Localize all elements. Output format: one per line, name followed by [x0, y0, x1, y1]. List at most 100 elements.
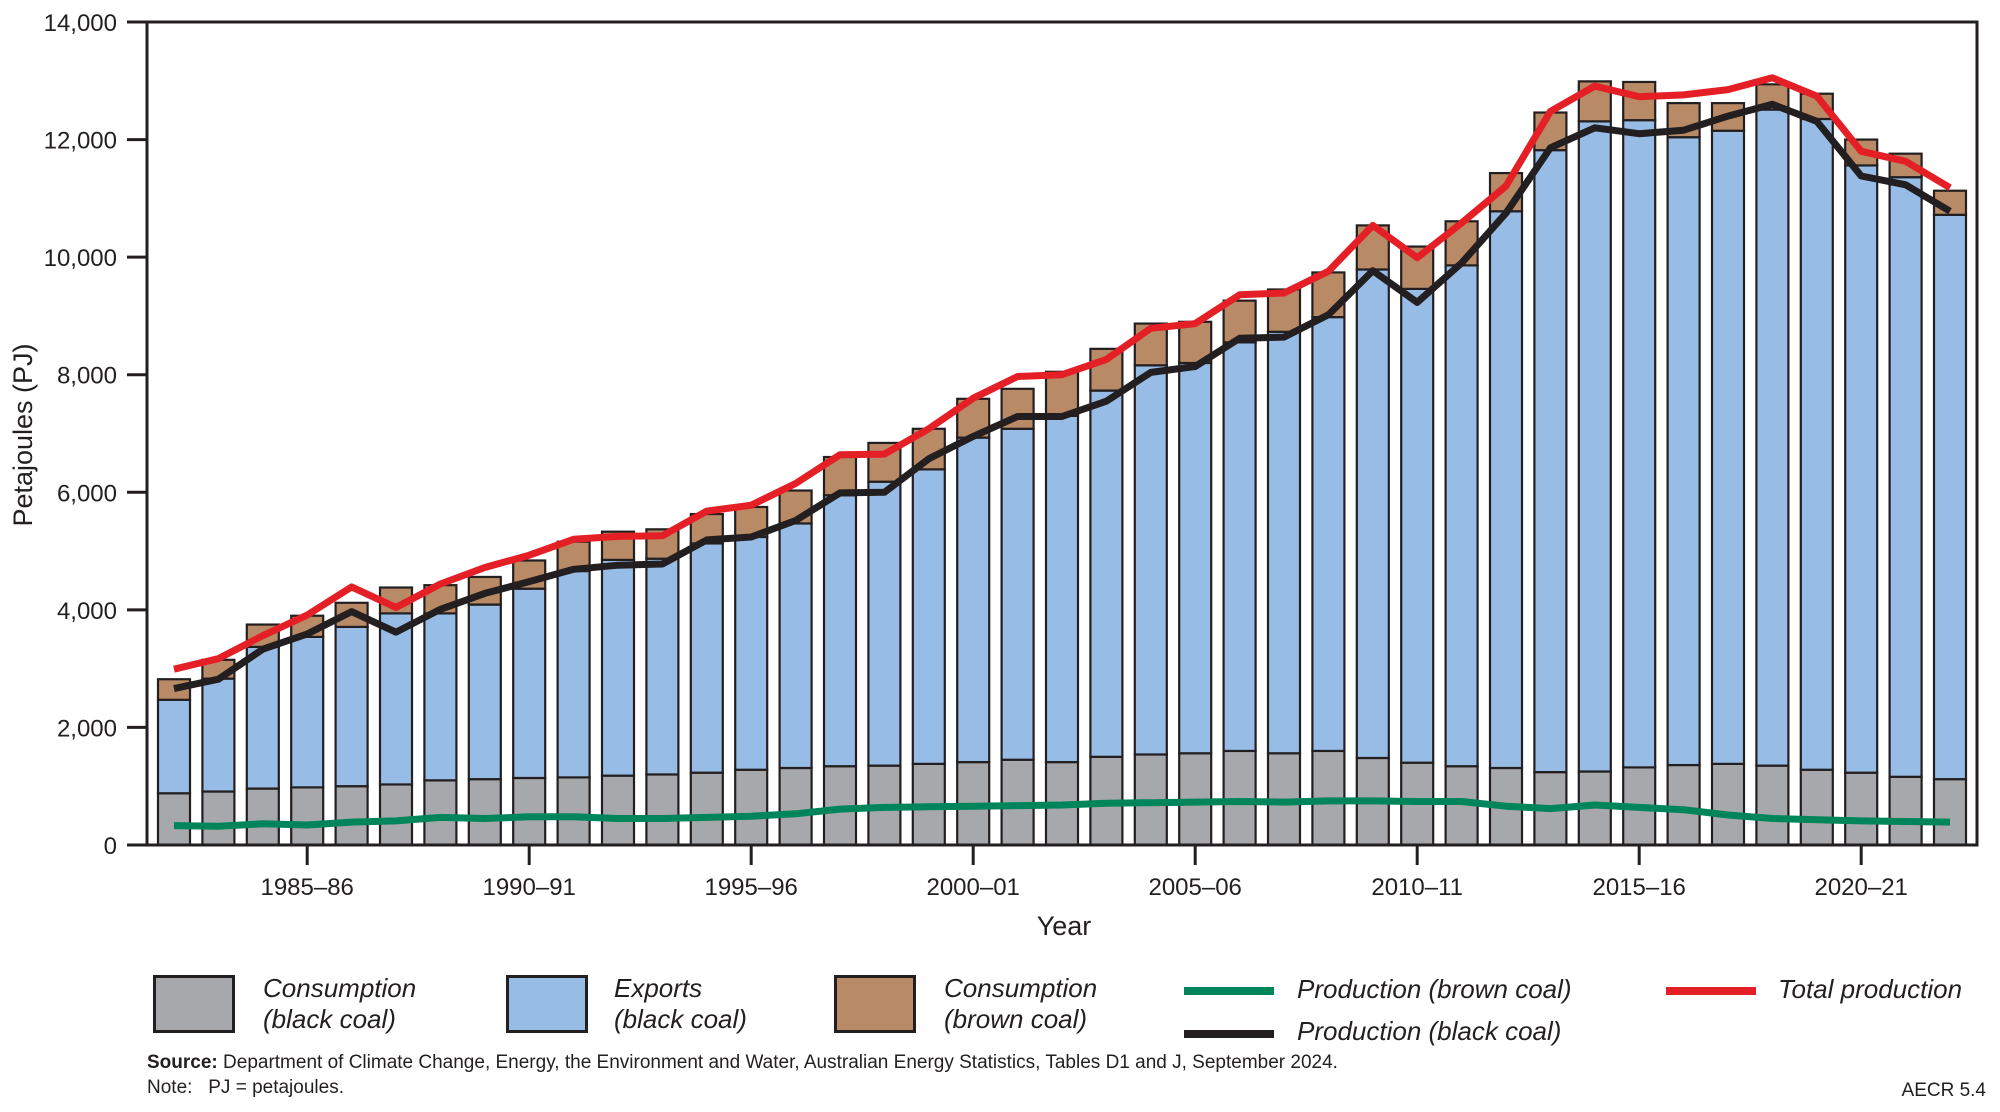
bar-consumption-black-coal	[1710, 762, 1746, 847]
bar-consumption-brown-coal	[1000, 387, 1035, 430]
bar-exports-black-coal	[556, 569, 591, 779]
figure-id: AECR 5.4	[1901, 1080, 1986, 1101]
bar-consumption-black-coal	[1888, 775, 1923, 847]
x-tick-label: 1995–96	[704, 874, 797, 901]
line-production-black-coal	[173, 100, 1952, 693]
y-axis-title: Petajoules (PJ)	[8, 343, 38, 526]
bar-consumption-black-coal	[1666, 763, 1701, 847]
legend-label: Exports (black coal)	[614, 973, 747, 1035]
bar-exports-black-coal	[778, 522, 813, 770]
bar-exports-black-coal	[1844, 164, 1879, 774]
legend-swatch-blue	[506, 975, 588, 1033]
legend-label: Total production	[1778, 974, 1963, 1004]
bar-consumption-black-coal	[778, 766, 813, 847]
legend-swatch-brown	[834, 975, 916, 1033]
bar-exports-black-coal	[1044, 414, 1080, 764]
legend-label-line1: Consumption	[944, 973, 1098, 1003]
bar-consumption-black-coal	[600, 774, 636, 847]
bar-consumption-black-coal	[1799, 768, 1834, 847]
bar-exports-black-coal	[1577, 120, 1612, 773]
bar-exports-black-coal	[1444, 264, 1479, 768]
bar-consumption-black-coal	[467, 778, 502, 847]
source-text: Department of Climate Change, Energy, th…	[217, 1052, 1338, 1073]
bar-exports-black-coal	[1222, 341, 1257, 753]
y-tick-label: 4,000	[57, 598, 117, 625]
bar-exports-black-coal	[956, 436, 991, 764]
plot-frame	[145, 20, 1979, 847]
legend-swatch-gray	[153, 975, 235, 1033]
bar-consumption-black-coal	[290, 786, 325, 847]
bar-consumption-black-coal	[423, 779, 458, 847]
bar-consumption-black-coal	[378, 783, 414, 847]
line-production-brown-coal	[173, 797, 1951, 830]
bar-exports-black-coal	[467, 603, 502, 781]
bar-consumption-brown-coal	[1622, 80, 1657, 122]
bar-exports-black-coal	[1178, 361, 1213, 755]
bar-consumption-black-coal	[734, 768, 769, 847]
source-note: Source: Department of Climate Change, En…	[147, 1052, 1338, 1074]
bar-exports-black-coal	[645, 557, 680, 776]
bar-exports-black-coal	[1666, 136, 1701, 767]
lines-layer	[173, 74, 1952, 830]
bar-consumption-black-coal	[334, 785, 369, 847]
line-total-production	[173, 74, 1952, 673]
x-tick-label: 2005–06	[1148, 874, 1241, 901]
bar-consumption-black-coal	[156, 792, 192, 847]
bar-exports-black-coal	[911, 468, 946, 765]
bar-consumption-black-coal	[645, 773, 680, 847]
x-tick-label: 1985–86	[260, 874, 353, 901]
y-tick-label: 2,000	[57, 715, 117, 742]
legend-label: Production (black coal)	[1297, 1016, 1562, 1046]
bar-exports-black-coal	[1089, 389, 1124, 758]
bar-exports-black-coal	[378, 612, 414, 786]
bar-exports-black-coal	[290, 635, 325, 789]
bar-exports-black-coal	[156, 698, 192, 795]
bar-consumption-black-coal	[556, 776, 591, 847]
bar-exports-black-coal	[1311, 316, 1346, 753]
bar-exports-black-coal	[512, 587, 547, 780]
y-tick-label: 8,000	[57, 363, 117, 390]
x-tick-label: 1990–91	[482, 874, 575, 901]
bar-exports-black-coal	[1400, 287, 1435, 764]
source-label: Source:	[147, 1052, 218, 1073]
bar-exports-black-coal	[1888, 176, 1923, 778]
legend-label: Consumption (black coal)	[263, 973, 416, 1035]
bar-exports-black-coal	[1133, 364, 1168, 756]
x-axis-title: Year	[1037, 911, 1092, 941]
bar-exports-black-coal	[334, 625, 369, 788]
y-tick-label: 14,000	[44, 10, 117, 37]
bar-exports-black-coal	[600, 558, 636, 777]
bar-consumption-brown-coal	[1266, 288, 1302, 333]
bar-exports-black-coal	[1799, 117, 1834, 771]
bar-exports-black-coal	[734, 535, 769, 771]
bar-exports-black-coal	[1622, 119, 1657, 769]
bar-exports-black-coal	[1755, 108, 1790, 767]
bar-exports-black-coal	[1932, 213, 1968, 781]
legend-label: Production (brown coal)	[1297, 974, 1572, 1004]
bar-exports-black-coal	[1000, 427, 1035, 761]
bar-exports-black-coal	[245, 645, 280, 790]
bar-exports-black-coal	[1533, 149, 1568, 774]
y-tick-label: 6,000	[57, 480, 117, 507]
y-tick-label: 0	[104, 833, 117, 860]
x-axis: 1985–86 1990–91 1995–96 2000–01 2005–06 2010–…	[260, 845, 1908, 901]
bar-exports-black-coal	[1488, 210, 1524, 770]
bar-exports-black-coal	[423, 612, 458, 782]
bar-consumption-black-coal	[1755, 764, 1790, 847]
legend-label-line2: (black coal)	[263, 1004, 396, 1034]
bar-exports-black-coal	[689, 542, 724, 774]
y-axis: 0 2,000 4,000 6,000 8,000 10,000 12,000 14,000	[44, 10, 147, 860]
bar-exports-black-coal	[1266, 330, 1302, 755]
legend-line-green	[1184, 987, 1274, 995]
legend-label-line2: (brown coal)	[944, 1004, 1088, 1034]
bar-exports-black-coal	[1710, 129, 1746, 765]
bars-layer	[156, 80, 1968, 847]
bar-consumption-black-coal	[689, 771, 724, 847]
legend-line-black	[1184, 1030, 1274, 1038]
y-tick-label: 12,000	[44, 128, 117, 155]
legend-label: Consumption (brown coal)	[944, 973, 1097, 1035]
x-tick-label: 2015–16	[1592, 874, 1685, 901]
units-note: Note: PJ = petajoules.	[147, 1077, 344, 1098]
bar-consumption-black-coal	[201, 790, 236, 847]
legend-label-line2: (black coal)	[614, 1004, 747, 1034]
